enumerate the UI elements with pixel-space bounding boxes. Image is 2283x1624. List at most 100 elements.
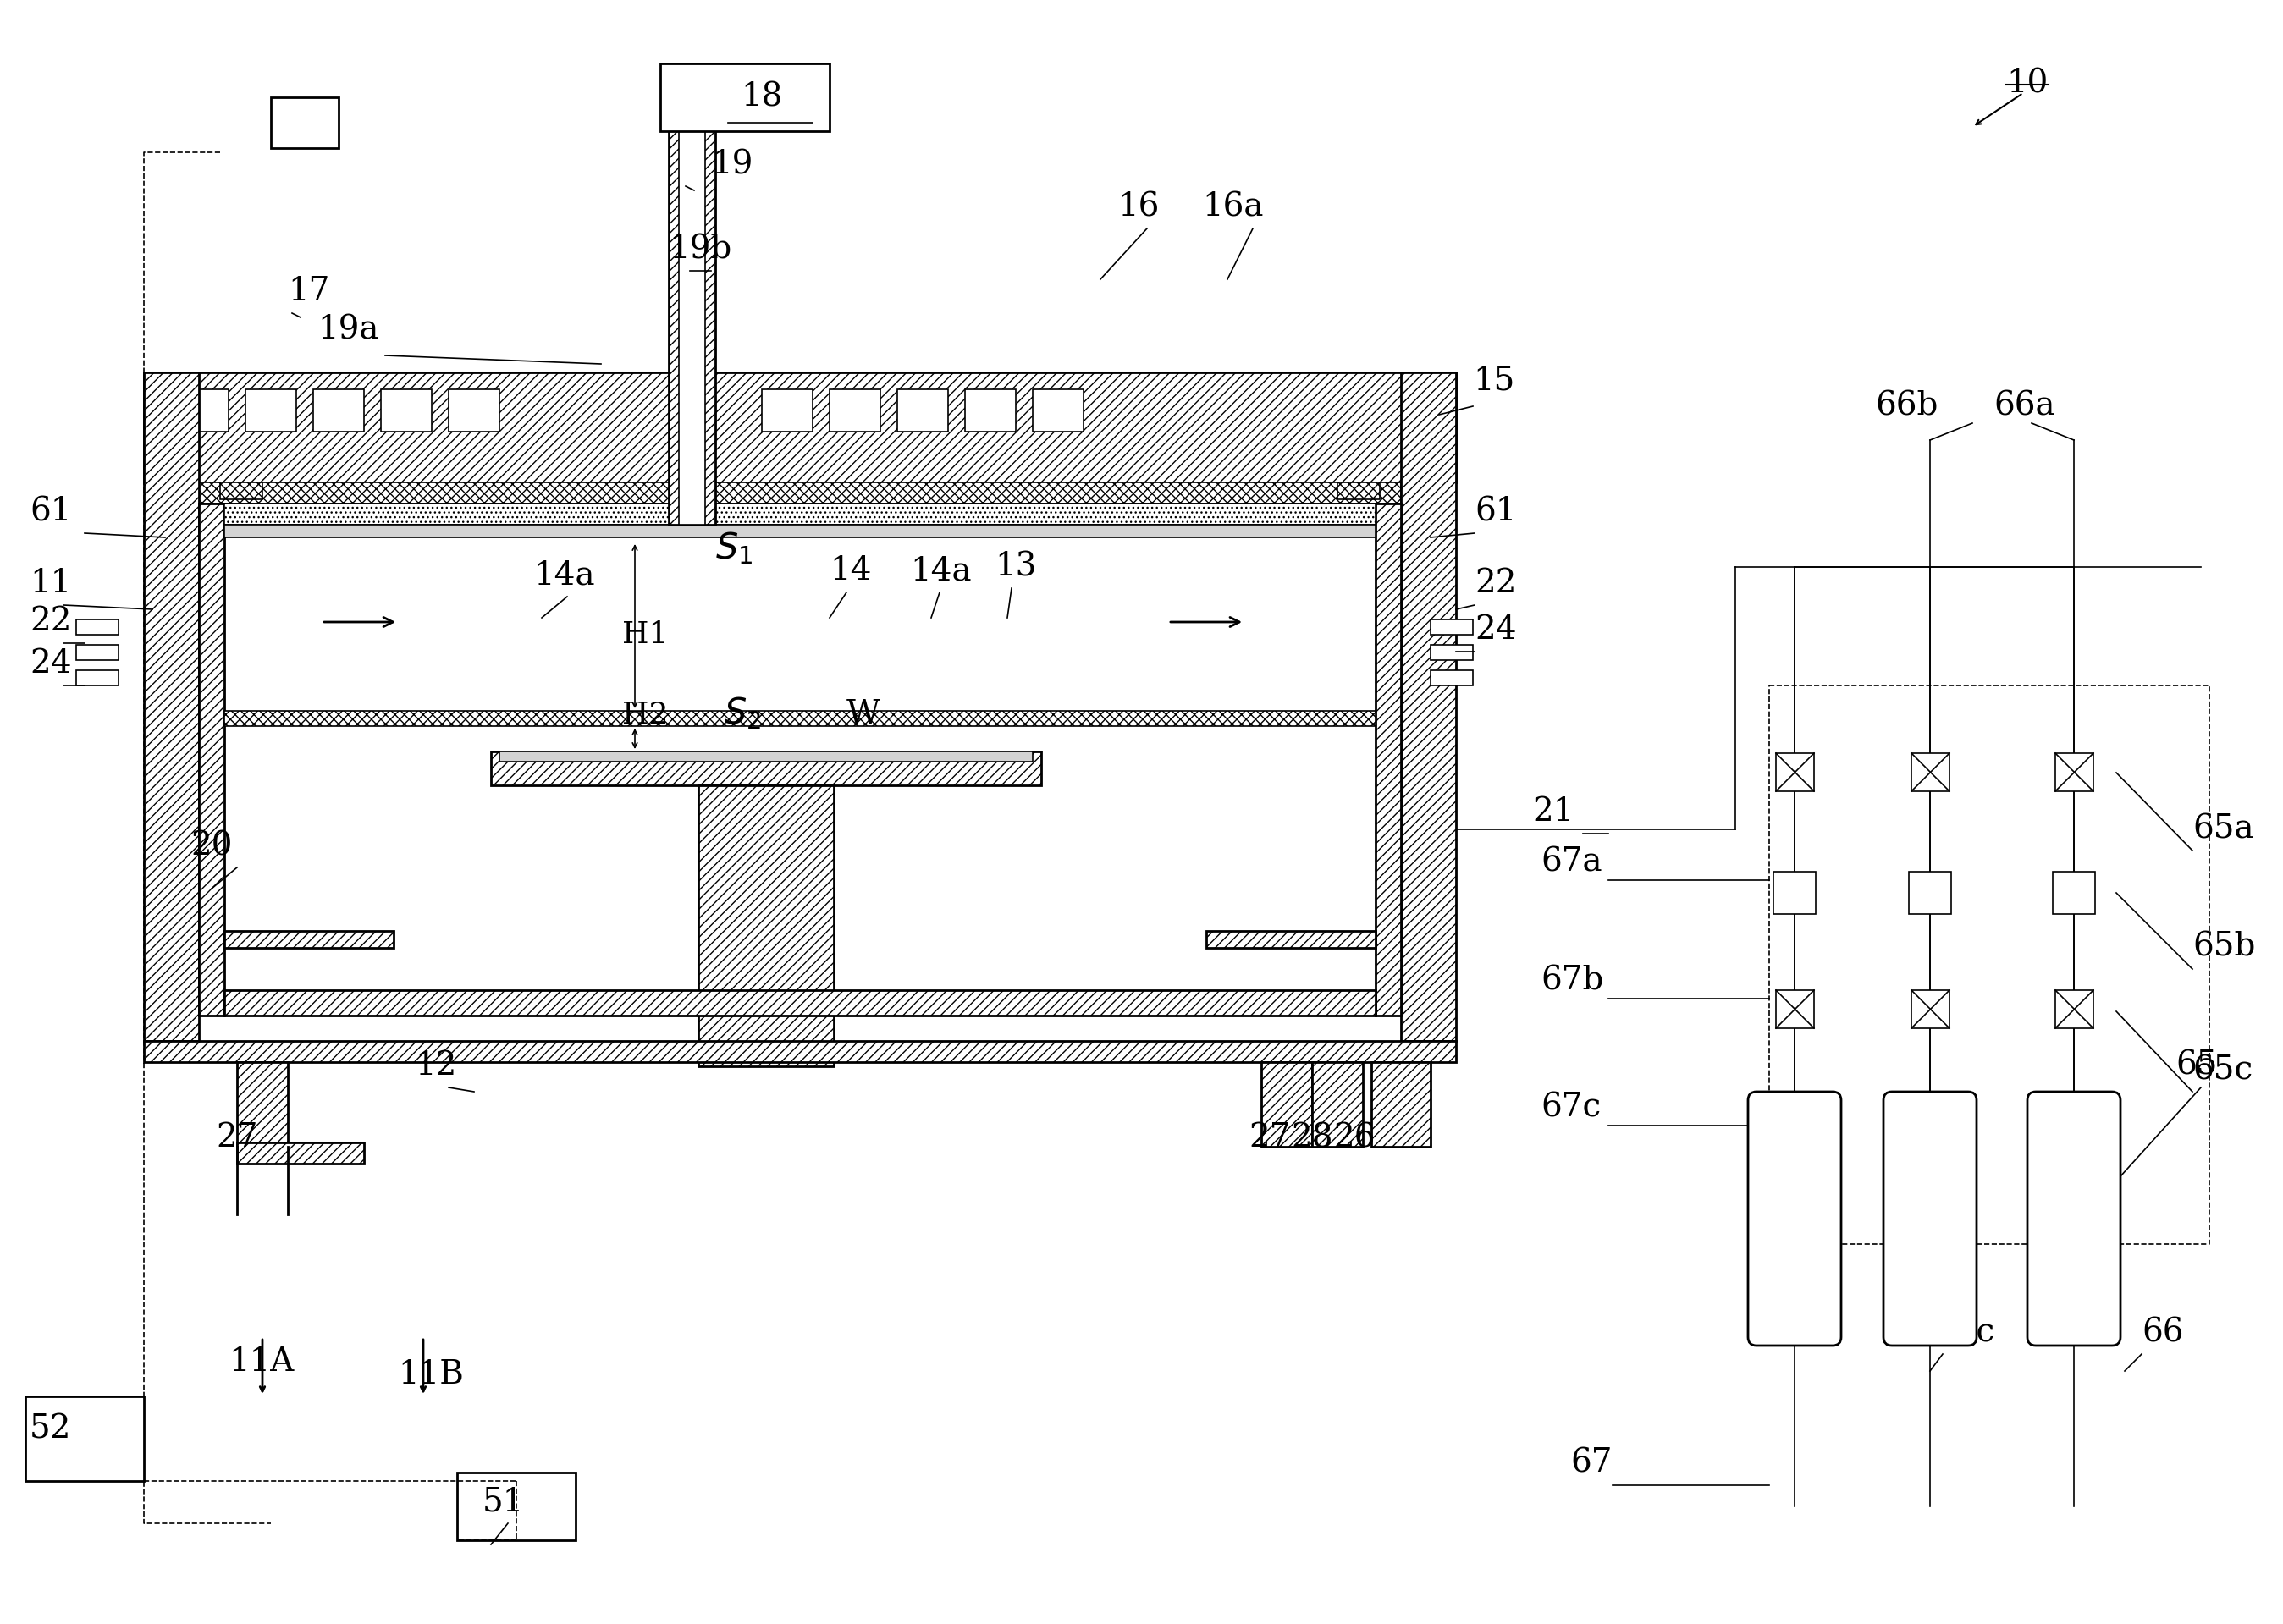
Text: $\mathit{S_1}$: $\mathit{S_1}$ [715,529,753,567]
Bar [199,503,224,1015]
Bar [678,84,705,525]
Bar [897,390,947,432]
Text: 24: 24 [30,648,71,679]
Bar [237,1142,363,1164]
Bar [1431,619,1473,635]
Bar [224,991,1377,1015]
Text: 17: 17 [288,276,329,307]
Bar [450,390,500,432]
Text: 67c: 67c [1541,1093,1600,1124]
Text: 11A: 11A [228,1346,295,1377]
Bar [1909,872,1952,914]
Bar [763,390,813,432]
Bar [660,63,829,132]
Text: 66c: 66c [1934,1317,1995,1348]
Text: 18: 18 [740,81,783,112]
Bar [500,752,1032,762]
Bar [1431,645,1473,659]
Text: 51: 51 [482,1486,525,1517]
Bar [25,1397,144,1481]
Text: 61: 61 [1475,495,1516,528]
Bar [457,1473,575,1540]
Text: 61: 61 [30,495,71,528]
Bar [199,482,1402,503]
Bar [313,390,363,432]
Text: 24: 24 [1475,614,1516,646]
Text: 15: 15 [1473,365,1514,396]
Text: 22: 22 [30,606,71,637]
Bar [75,645,119,659]
Bar [224,711,1377,726]
Text: 19b: 19b [669,234,731,265]
Text: 13: 13 [995,551,1036,583]
Text: W: W [847,698,881,731]
Bar [829,390,881,432]
Text: 65: 65 [2176,1051,2217,1082]
Text: 11: 11 [30,568,71,599]
Bar [75,671,119,685]
Bar [1911,991,1950,1028]
Bar [491,752,1041,786]
Bar [237,1062,288,1147]
Bar [224,525,1377,538]
Text: 14: 14 [829,555,872,586]
Text: 14a: 14a [534,559,596,591]
Text: 66b: 66b [1874,390,1938,422]
Bar [144,372,199,1041]
Bar [1377,503,1402,1015]
FancyBboxPatch shape [1749,1091,1840,1346]
Bar [1911,754,1950,791]
Bar [1774,872,1815,914]
FancyBboxPatch shape [1883,1091,1977,1346]
Text: 21: 21 [1532,796,1573,828]
Text: 67a: 67a [1541,848,1603,879]
Text: 26: 26 [1333,1122,1374,1153]
Bar [144,372,1457,482]
Bar [1313,1062,1363,1147]
Bar [247,390,297,432]
Bar [2052,872,2096,914]
Text: 27: 27 [1249,1122,1290,1153]
Text: 67b: 67b [1541,966,1603,997]
Bar [219,482,263,499]
Bar [272,97,338,148]
Bar [699,786,833,1067]
Text: 66: 66 [2141,1317,2183,1348]
Text: 28: 28 [1290,1122,1333,1153]
Bar [144,1041,1457,1062]
Bar [178,390,228,432]
Text: 65c: 65c [2192,1054,2253,1086]
Text: 16a: 16a [1203,192,1262,222]
Bar [1372,1062,1431,1147]
Bar [224,931,393,948]
Bar [1338,482,1379,499]
Bar [2055,754,2094,791]
Text: 27: 27 [217,1122,258,1153]
Bar [966,390,1016,432]
Bar [1776,754,1815,791]
Bar [1402,372,1457,1041]
Text: $\mathit{S_2}$: $\mathit{S_2}$ [724,695,760,731]
Text: 65b: 65b [2192,932,2256,963]
Bar [2055,991,2094,1028]
Text: 14a: 14a [911,555,973,586]
Text: 20: 20 [189,830,233,861]
Text: 52: 52 [30,1415,71,1445]
Text: 67: 67 [1571,1449,1612,1479]
Bar [1260,1062,1313,1147]
Text: 10: 10 [2007,68,2048,99]
Text: H1: H1 [623,620,669,650]
Text: 19: 19 [710,149,753,180]
Bar [1032,390,1084,432]
Bar [75,619,119,635]
Bar [1776,991,1815,1028]
Bar [1205,931,1377,948]
Text: 11B: 11B [397,1359,463,1390]
Bar [669,68,715,525]
Bar [224,503,1377,525]
Text: 19a: 19a [317,313,379,346]
Text: 66a: 66a [1993,390,2055,422]
Bar [1431,671,1473,685]
Bar [381,390,431,432]
Text: 16: 16 [1116,192,1160,222]
